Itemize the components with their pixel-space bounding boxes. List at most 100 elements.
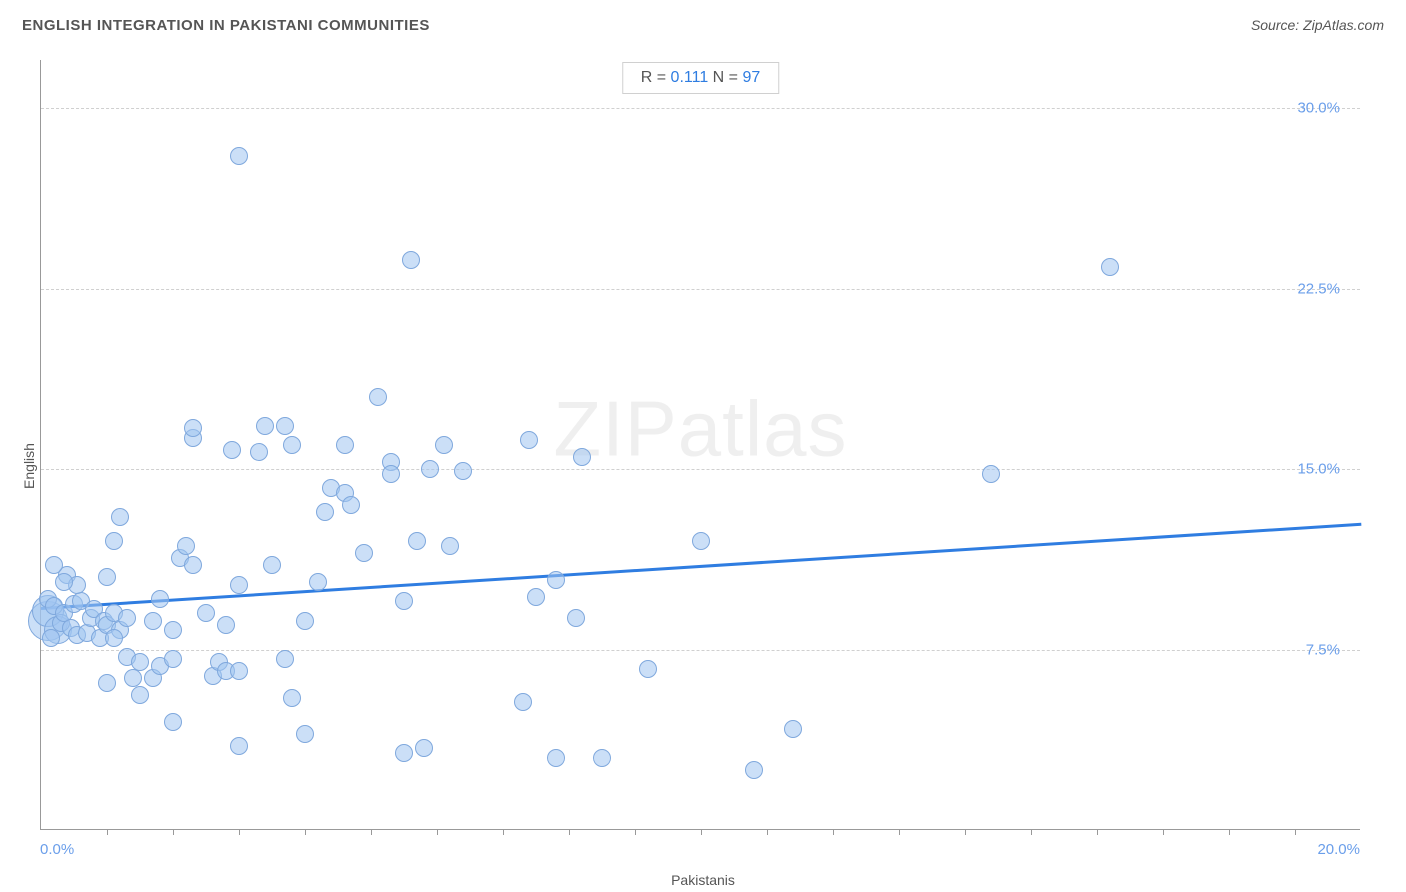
data-point: [402, 251, 420, 269]
data-point: [263, 556, 281, 574]
x-tick: [1163, 829, 1164, 835]
data-point: [441, 537, 459, 555]
data-point: [105, 629, 123, 647]
data-point: [45, 556, 63, 574]
data-point: [309, 573, 327, 591]
r-label: R =: [641, 69, 671, 86]
x-tick: [305, 829, 306, 835]
data-point: [276, 650, 294, 668]
data-point: [1101, 258, 1119, 276]
source-credit: Source: ZipAtlas.com: [1251, 17, 1384, 33]
data-point: [124, 669, 142, 687]
data-point: [547, 749, 565, 767]
data-point: [55, 573, 73, 591]
n-value: 97: [742, 69, 760, 86]
data-point: [454, 462, 472, 480]
data-point: [151, 590, 169, 608]
data-point: [283, 436, 301, 454]
y-tick-label: 22.5%: [1297, 280, 1340, 297]
x-tick: [437, 829, 438, 835]
data-point: [230, 147, 248, 165]
data-point: [593, 749, 611, 767]
gridline: [41, 469, 1360, 470]
data-point: [256, 417, 274, 435]
x-axis-min-label: 0.0%: [40, 841, 74, 858]
x-tick: [371, 829, 372, 835]
x-tick: [569, 829, 570, 835]
y-axis-label: English: [21, 443, 37, 489]
data-point: [177, 537, 195, 555]
data-point: [408, 532, 426, 550]
data-point: [276, 417, 294, 435]
data-point: [230, 737, 248, 755]
y-tick-label: 7.5%: [1306, 641, 1340, 658]
watermark-atlas: atlas: [678, 385, 848, 473]
x-tick: [1031, 829, 1032, 835]
data-point: [296, 725, 314, 743]
x-tick: [701, 829, 702, 835]
data-point: [355, 544, 373, 562]
x-tick: [767, 829, 768, 835]
data-point: [573, 448, 591, 466]
stats-box: R = 0.111 N = 97: [622, 62, 780, 94]
x-tick: [239, 829, 240, 835]
data-point: [197, 604, 215, 622]
data-point: [421, 460, 439, 478]
data-point: [98, 568, 116, 586]
x-axis-label: Pakistanis: [671, 872, 735, 888]
y-tick-label: 15.0%: [1297, 461, 1340, 478]
data-point: [184, 419, 202, 437]
data-point: [223, 441, 241, 459]
n-label: N =: [708, 69, 742, 86]
data-point: [784, 720, 802, 738]
gridline: [41, 108, 1360, 109]
data-point: [230, 662, 248, 680]
data-point: [131, 653, 149, 671]
data-point: [184, 556, 202, 574]
data-point: [435, 436, 453, 454]
data-point: [342, 496, 360, 514]
data-point: [250, 443, 268, 461]
watermark: ZIPatlas: [553, 384, 847, 475]
x-tick: [1295, 829, 1296, 835]
x-tick: [107, 829, 108, 835]
data-point: [395, 744, 413, 762]
data-point: [316, 503, 334, 521]
data-point: [111, 508, 129, 526]
data-point: [395, 592, 413, 610]
data-point: [164, 713, 182, 731]
data-point: [164, 621, 182, 639]
data-point: [164, 650, 182, 668]
data-point: [639, 660, 657, 678]
data-point: [296, 612, 314, 630]
plot-area: R = 0.111 N = 97 ZIPatlas 7.5% 15.0% 22.5%…: [40, 60, 1360, 830]
data-point: [283, 689, 301, 707]
data-point: [520, 431, 538, 449]
data-point: [692, 532, 710, 550]
data-point: [369, 388, 387, 406]
data-point: [230, 576, 248, 594]
data-point: [144, 612, 162, 630]
x-axis-max-label: 20.0%: [1317, 841, 1360, 858]
r-value: 0.111: [671, 69, 709, 86]
chart-container: English R = 0.111 N = 97 ZIPatlas 7.5% 15…: [0, 40, 1406, 892]
x-tick: [1097, 829, 1098, 835]
data-point: [514, 693, 532, 711]
x-tick: [833, 829, 834, 835]
x-tick: [965, 829, 966, 835]
data-point: [105, 532, 123, 550]
chart-title: ENGLISH INTEGRATION IN PAKISTANI COMMUNI…: [22, 17, 430, 34]
x-tick: [899, 829, 900, 835]
gridline: [41, 650, 1360, 651]
gridline: [41, 289, 1360, 290]
data-point: [527, 588, 545, 606]
x-tick: [503, 829, 504, 835]
data-point: [567, 609, 585, 627]
data-point: [745, 761, 763, 779]
x-tick: [173, 829, 174, 835]
x-tick: [635, 829, 636, 835]
data-point: [982, 465, 1000, 483]
y-tick-label: 30.0%: [1297, 100, 1340, 117]
data-point: [118, 609, 136, 627]
data-point: [547, 571, 565, 589]
